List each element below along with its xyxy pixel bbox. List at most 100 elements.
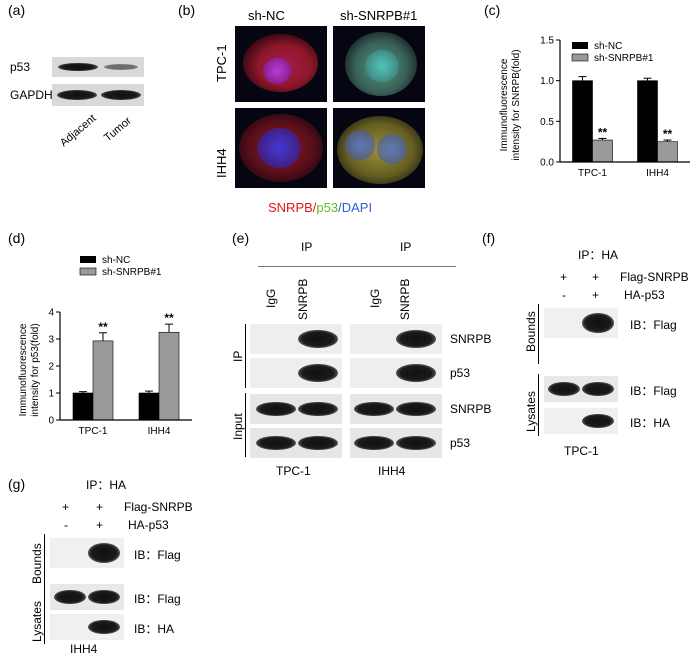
ib-label-g-lysates-flag: IB：Flag xyxy=(134,592,181,606)
chart-c-bar-0-0 xyxy=(572,80,593,163)
condition-g-ha-p53: HA-p53 xyxy=(128,518,169,532)
chart-d-legend-swatch-sh-snrpb1 xyxy=(79,267,97,276)
row-label-p53: p53 xyxy=(10,60,31,74)
legend-sep1: / xyxy=(312,200,317,215)
chart-d-legend-swatch-sh-nc xyxy=(80,256,96,263)
blot-e-ihh4-input-snrpb xyxy=(350,394,442,424)
lane-label-igg-ihh4: IgG xyxy=(368,288,382,308)
panel-a-label: (a) xyxy=(8,2,26,18)
panel-e-label: (e) xyxy=(232,230,250,246)
ip-header-f: IP：HA xyxy=(578,248,619,262)
row-label-gapdh: GAPDH xyxy=(10,88,53,102)
row-label-e-input-snrpb: SNRPB xyxy=(450,402,492,416)
blot-e-tpc1-ip-p53 xyxy=(250,358,342,388)
chart-d-annotation-1: ** xyxy=(164,311,174,325)
ip-header-ihh4: IP xyxy=(400,240,412,254)
micrograph-ihh4-sh-nc xyxy=(235,108,327,188)
chart-c-annotation-0: ** xyxy=(598,125,608,139)
panel-g-label: (g) xyxy=(8,476,26,492)
pm-f-r2-c1: - xyxy=(562,288,566,302)
panel-d-label: (d) xyxy=(8,230,26,246)
chart-d-xtick-label-1: IHH4 xyxy=(148,426,171,437)
side-bracket-input xyxy=(245,393,246,457)
blot-f-lysates-flag xyxy=(544,376,618,402)
chart-c-xtick-label-1: IHH4 xyxy=(646,168,669,179)
lane-label-adjacent: Adjacent xyxy=(58,112,99,150)
micrograph-tpc1-sh-snrpb1 xyxy=(333,26,425,102)
pm-f-r1-c2: + xyxy=(592,270,600,284)
chart-d-xtick-label-0: TPC-1 xyxy=(79,426,108,437)
blot-g-bounds-flag xyxy=(50,538,124,568)
lane-label-snrpb-tpc1: SNRPB xyxy=(296,278,310,320)
chart-c-ytick-label-3: 1.5 xyxy=(540,36,554,47)
row-label-tpc1: TPC-1 xyxy=(214,44,229,82)
panel-f-label: (f) xyxy=(482,230,496,246)
blot-g-lysates-flag xyxy=(50,584,124,610)
chart-c-xtick-label-0: TPC-1 xyxy=(578,168,607,179)
chart-d-bar-1-1 xyxy=(158,331,180,421)
legend-snrpb: SNRPB xyxy=(268,200,313,215)
western-blot-gapdh xyxy=(52,84,144,106)
side-label-ip: IP xyxy=(231,350,245,362)
side-bracket-g-bounds xyxy=(44,534,45,594)
side-label-input: Input xyxy=(231,413,245,440)
chart-d-ytick-label-1: 1 xyxy=(48,389,54,400)
cell-label-e-tpc1: TPC-1 xyxy=(276,464,311,478)
ib-label-f-lysates-ha: IB：HA xyxy=(630,416,671,430)
blot-e-ihh4-input-p53 xyxy=(350,428,442,458)
panel-c-label: (c) xyxy=(484,2,501,18)
side-label-f-lysates: Lysates xyxy=(524,391,538,432)
blot-e-tpc1-input-snrpb xyxy=(250,394,342,424)
column-label-sh-snrpb1: sh-SNRPB#1 xyxy=(340,8,418,23)
legend-dapi: DAPI xyxy=(341,200,373,215)
side-label-g-bounds: Bounds xyxy=(30,543,44,584)
side-bracket-f-lysates xyxy=(538,374,539,436)
chart-d-annotation-0: ** xyxy=(98,320,108,334)
condition-f-flag-snrpb: Flag-SNRPB xyxy=(620,270,689,284)
side-bracket-g-lysates xyxy=(44,582,45,644)
cell-label-g: IHH4 xyxy=(70,642,98,656)
condition-g-flag-snrpb: Flag-SNRPB xyxy=(124,500,193,514)
pm-g-r1-c1: + xyxy=(62,500,70,514)
stain-legend: SNRPB/p53/DAPI xyxy=(268,200,372,215)
chart-d-legend-sh-nc: sh-NC xyxy=(102,255,130,266)
ip-underline-tpc1 xyxy=(258,266,360,267)
side-bracket-f-bounds xyxy=(538,304,539,364)
chart-d-bar-1-0 xyxy=(138,392,160,421)
blot-f-bounds-flag xyxy=(544,308,618,338)
chart-d-ytick-label-2: 2 xyxy=(48,362,54,373)
pm-f-r1-c1: + xyxy=(560,270,568,284)
panel-b-label: (b) xyxy=(178,2,196,18)
chart-c-bar-1-0 xyxy=(637,80,658,163)
chart-d-ytick-label-0: 0 xyxy=(48,416,54,427)
ib-label-f-lysates-flag: IB：Flag xyxy=(630,384,677,398)
blot-e-tpc1-ip-snrpb xyxy=(250,324,342,354)
side-label-g-lysates: Lysates xyxy=(30,601,44,642)
chart-c-legend-sh-nc: sh-NC xyxy=(594,41,622,52)
pm-g-r2-c1: - xyxy=(64,518,68,532)
ip-header-g: IP：HA xyxy=(86,478,127,492)
chart-d: Immunofluorescence intensity for p53(fol… xyxy=(18,255,192,437)
chart-c-ytick-label-2: 1.0 xyxy=(540,76,554,87)
lane-label-tumor: Tumor xyxy=(102,114,134,145)
chart-c-legend-sh-snrpb1: sh-SNRPB#1 xyxy=(594,53,654,64)
chart-d-ylabel-2: intensity for p53(fold) xyxy=(30,323,41,416)
chart-c: Immunofluorescence intensity for SNRPB(f… xyxy=(499,36,690,179)
row-label-e-ip-p53: p53 xyxy=(450,366,471,380)
chart-c-ytick-label-0: 0.0 xyxy=(540,158,554,169)
row-label-e-input-p53: p53 xyxy=(450,436,471,450)
micrograph-ihh4-sh-snrpb1 xyxy=(333,108,425,188)
chart-d-ylabel-1: Immunofluorescence xyxy=(18,323,29,416)
chart-c-legend-swatch-sh-nc xyxy=(572,42,588,49)
chart-d-bar-0-0 xyxy=(72,392,94,421)
chart-d-bar-0-1 xyxy=(92,340,114,421)
pm-g-r1-c2: + xyxy=(96,500,104,514)
chart-c-ytick-label-1: 0.5 xyxy=(540,117,554,128)
ib-label-g-bounds-flag: IB：Flag xyxy=(134,548,181,562)
row-label-e-ip-snrpb: SNRPB xyxy=(450,332,492,346)
cell-label-f: TPC-1 xyxy=(564,444,599,458)
ib-label-f-bounds-flag: IB：Flag xyxy=(630,318,677,332)
ip-header-tpc1: IP xyxy=(301,240,313,254)
chart-d-ytick-label-4: 4 xyxy=(48,308,54,319)
ib-label-g-lysates-ha: IB：HA xyxy=(134,622,175,636)
